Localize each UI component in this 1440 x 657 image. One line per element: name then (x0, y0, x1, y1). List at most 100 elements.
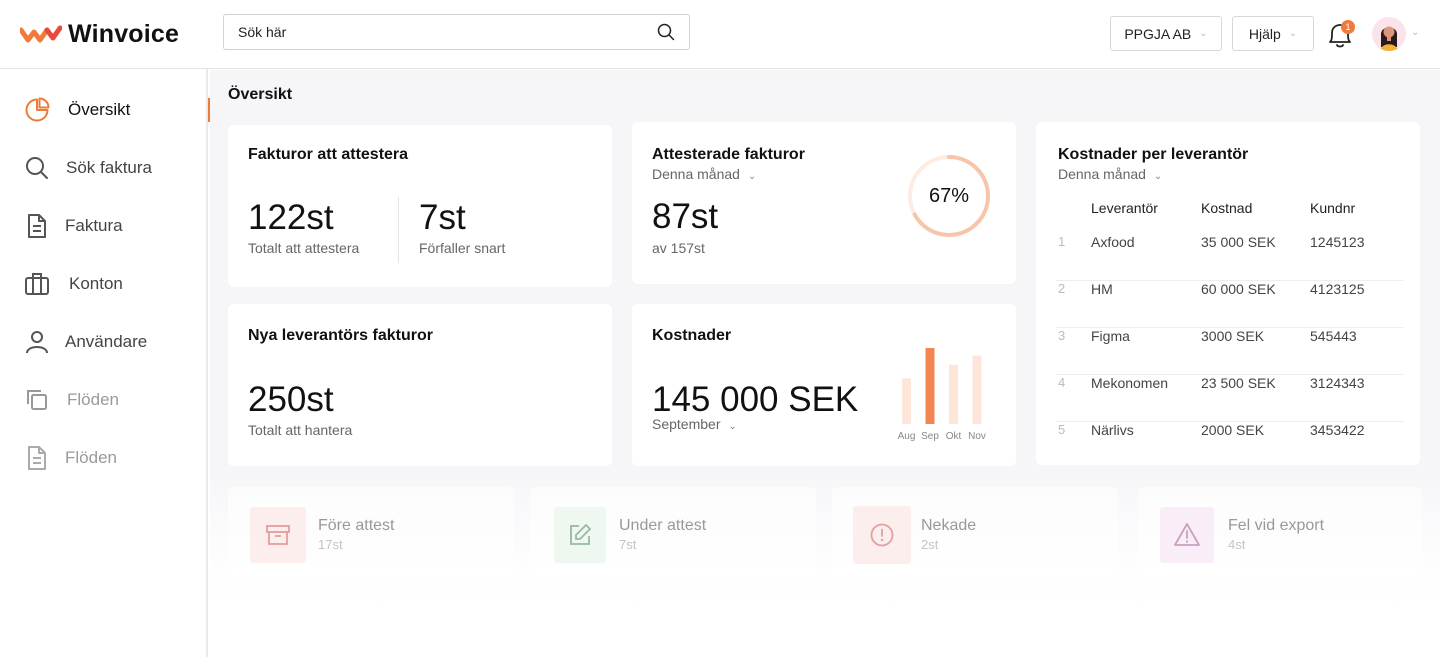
pie-chart-icon (25, 97, 50, 122)
sidebar-item-label: Sök faktura (66, 158, 152, 177)
cost-cell: 60 000 SEK (1201, 281, 1276, 297)
table-row[interactable]: 3 Figma 3000 SEK 545443 (1056, 328, 1404, 375)
supplier-costs-card[interactable]: Kostnader per leverantör Denna månad ⌄ L… (1036, 122, 1420, 465)
status-title: Under attest (619, 517, 707, 534)
card-title: Attesterade fakturor (652, 146, 805, 163)
period-label: Denna månad (652, 166, 740, 182)
due-soon-value: 7st (419, 198, 466, 237)
card-title: Fakturor att attestera (248, 146, 409, 163)
help-menu[interactable]: Hjälp ⌄ (1232, 16, 1314, 51)
user-icon (26, 331, 48, 354)
bar-okt[interactable] (949, 364, 958, 424)
customer-cell: 3453422 (1310, 422, 1365, 438)
bell-icon (1329, 24, 1351, 48)
sidebar-item-label: Faktura (65, 216, 123, 235)
supplier-cell: Figma (1091, 328, 1130, 344)
warning-icon (1160, 507, 1214, 563)
sidebar-item-anvandare[interactable]: Användare (0, 322, 208, 362)
sidebar-item-label: Användare (65, 332, 148, 351)
company-name: PPGJA AB (1124, 25, 1192, 42)
sidebar-item-oversikt[interactable]: Översikt (0, 90, 210, 130)
sidebar-item-konton[interactable]: Konton (0, 264, 208, 304)
sidebar-item-label: Flöden (65, 448, 117, 467)
document-icon (28, 214, 46, 238)
period-dropdown[interactable]: Denna månad ⌄ (652, 166, 756, 182)
column-header: Kostnad (1201, 200, 1253, 216)
card-title: Kostnader (652, 327, 732, 344)
column-header: Kundnr (1310, 200, 1356, 216)
chevron-down-icon: ⌄ (1199, 28, 1208, 39)
bar-nov[interactable] (972, 355, 982, 424)
sidebar-item-floden[interactable]: Flöden (0, 380, 208, 420)
month-label: September (652, 416, 721, 432)
row-number: 4 (1058, 375, 1066, 390)
notification-badge: 1 (1341, 20, 1355, 34)
to-approve-total-label: Totalt att attestera (248, 240, 360, 256)
status-card-under-approval[interactable]: Under attest 7st (530, 487, 816, 577)
month-dropdown[interactable]: September ⌄ (652, 416, 737, 432)
divider (398, 197, 399, 263)
customer-cell: 1245123 (1310, 234, 1365, 250)
approved-card[interactable]: Attesterade fakturor Denna månad ⌄ 87st … (632, 122, 1016, 284)
table-row[interactable]: 4 Mekonomen 23 500 SEK 3124343 (1056, 375, 1404, 422)
new-supplier-card[interactable]: Nya leverantörs fakturor 250st Totalt at… (228, 304, 612, 466)
sidebar-item-faktura[interactable]: Faktura (0, 206, 208, 246)
sidebar-item-floden-2[interactable]: Flöden (0, 438, 208, 478)
chevron-down-icon[interactable]: ⌄ (1411, 27, 1420, 38)
customer-cell: 545443 (1310, 328, 1357, 344)
sidebar-item-label: Flöden (67, 390, 119, 409)
status-title: Före attest (318, 517, 395, 534)
to-approve-card[interactable]: Fakturor att attestera 122st Totalt att … (228, 125, 612, 287)
status-card-export-error[interactable]: Fel vid export 4st (1138, 487, 1422, 577)
search-icon[interactable] (657, 23, 675, 41)
bar-label: Okt (946, 431, 962, 442)
period-dropdown[interactable]: Denna månad ⌄ (1058, 166, 1162, 182)
table-row[interactable]: 1 Axfood 35 000 SEK 1245123 (1056, 234, 1404, 281)
to-approve-total: 122st (248, 198, 334, 237)
brand-logo[interactable]: Winvoice (20, 20, 179, 49)
chevron-down-icon: ⌄ (1288, 28, 1298, 39)
approved-progress-ring (908, 155, 990, 237)
sidebar-item-label: Översikt (68, 100, 131, 119)
bar-sep[interactable] (925, 348, 935, 424)
copy-icon (27, 390, 47, 410)
table-row[interactable]: 2 HM 60 000 SEK 4123125 (1056, 281, 1404, 328)
status-count: 7st (619, 537, 637, 552)
supplier-cell: Närlivs (1091, 422, 1134, 438)
cost-cell: 3000 SEK (1201, 328, 1265, 344)
card-title: Kostnader per leverantör (1058, 146, 1249, 163)
card-title: Nya leverantörs fakturor (248, 327, 433, 344)
due-soon-label: Förfaller snart (419, 240, 506, 256)
cost-cell: 35 000 SEK (1201, 234, 1276, 250)
approved-of-label: av 157st (652, 240, 705, 256)
status-title: Fel vid export (1228, 517, 1325, 534)
bar-aug[interactable] (902, 378, 911, 424)
table-row[interactable]: 5 Närlivs 2000 SEK 3453422 (1056, 422, 1404, 469)
new-supplier-label: Totalt att hantera (248, 422, 353, 438)
notifications-button[interactable]: 1 (1326, 20, 1356, 50)
alert-circle-icon (853, 506, 911, 564)
status-count: 4st (1228, 537, 1246, 552)
search-icon (26, 157, 48, 179)
new-supplier-value: 250st (248, 380, 334, 419)
status-card-rejected[interactable]: Nekade 2st (832, 487, 1118, 577)
search-box[interactable] (223, 14, 690, 50)
sidebar-item-label: Konton (69, 274, 123, 293)
bar-label: Sep (921, 431, 939, 442)
chevron-down-icon: ⌄ (728, 421, 737, 432)
archive-icon (250, 507, 306, 563)
status-count: 17st (318, 537, 343, 552)
column-header: Leverantör (1091, 200, 1158, 216)
customer-cell: 4123125 (1310, 281, 1365, 297)
avatar[interactable] (1372, 17, 1406, 51)
bar-label: Nov (968, 431, 986, 442)
page-title: Översikt (228, 86, 293, 103)
chevron-down-icon: ⌄ (747, 171, 757, 182)
costs-card[interactable]: Kostnader 145 000 SEK September ⌄ Aug Sep… (632, 304, 1016, 466)
company-selector[interactable]: PPGJA AB ⌄ (1110, 16, 1222, 51)
cost-cell: 2000 SEK (1201, 422, 1265, 438)
status-card-before-approval[interactable]: Före attest 17st (228, 487, 514, 577)
sidebar-item-sok-faktura[interactable]: Sök faktura (0, 148, 208, 188)
user-avatar-icon (1380, 26, 1398, 51)
search-input[interactable] (238, 24, 657, 40)
